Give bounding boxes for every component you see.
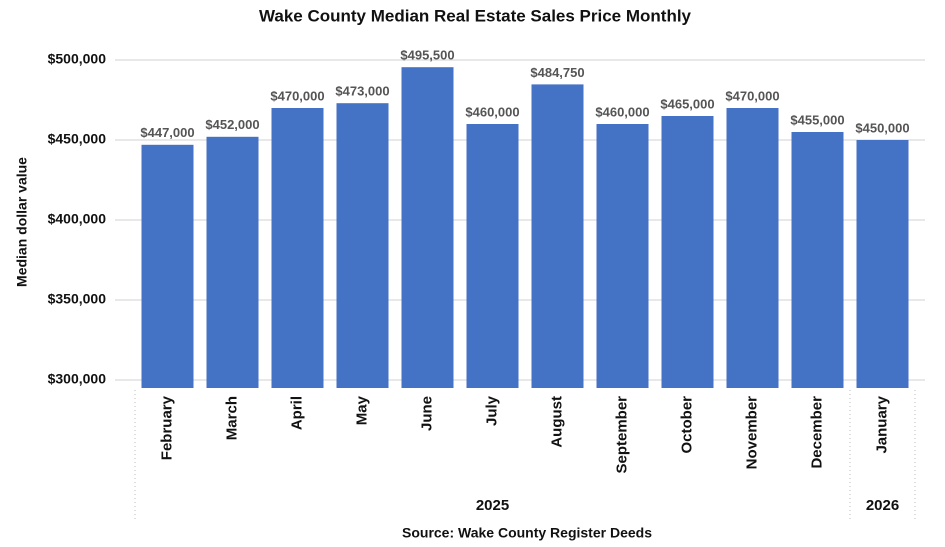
y-tick-label: $300,000 — [48, 371, 107, 387]
y-tick-label: $450,000 — [48, 131, 107, 147]
value-label: $452,000 — [205, 117, 259, 132]
x-tick-label: October — [678, 396, 695, 454]
value-label: $460,000 — [465, 104, 519, 119]
value-label: $460,000 — [595, 104, 649, 119]
value-label: $450,000 — [855, 120, 909, 135]
x-tick-label: January — [873, 395, 890, 453]
x-tick-label: June — [418, 396, 435, 431]
value-label: $455,000 — [790, 112, 844, 127]
value-label: $470,000 — [725, 88, 779, 103]
bar — [726, 108, 779, 388]
y-tick-label: $400,000 — [48, 211, 107, 227]
bar — [856, 140, 909, 388]
bar — [141, 144, 194, 388]
x-tick-label: September — [613, 396, 630, 474]
value-label: $447,000 — [140, 125, 194, 140]
group-label: 2026 — [866, 497, 899, 514]
x-tick-label: November — [743, 396, 760, 470]
bar — [401, 67, 454, 388]
bar — [531, 84, 584, 389]
x-tick-label: July — [483, 395, 500, 426]
bar — [466, 124, 519, 388]
source-note: Source: Wake County Register Deeds — [402, 525, 652, 541]
value-label: $470,000 — [270, 88, 324, 103]
value-label: $473,000 — [335, 84, 389, 99]
x-tick-label: December — [808, 396, 825, 469]
value-label: $484,750 — [530, 65, 584, 80]
bar — [271, 108, 324, 388]
value-label: $465,000 — [660, 96, 714, 111]
bar — [336, 103, 389, 388]
value-label: $495,500 — [400, 48, 454, 63]
y-tick-label: $500,000 — [48, 51, 107, 67]
bar — [661, 116, 714, 388]
x-tick-label: March — [223, 396, 240, 440]
x-tick-label: May — [353, 395, 370, 425]
y-tick-label: $350,000 — [48, 291, 107, 307]
chart-title: Wake County Median Real Estate Sales Pri… — [259, 6, 692, 25]
x-tick-label: April — [288, 396, 305, 430]
y-axis-label: Median dollar value — [14, 157, 30, 287]
group-label: 2025 — [476, 497, 509, 514]
bar — [206, 136, 259, 388]
bar — [791, 132, 844, 388]
bar — [596, 124, 649, 388]
x-tick-label: August — [548, 396, 565, 448]
x-tick-label: February — [158, 395, 175, 460]
